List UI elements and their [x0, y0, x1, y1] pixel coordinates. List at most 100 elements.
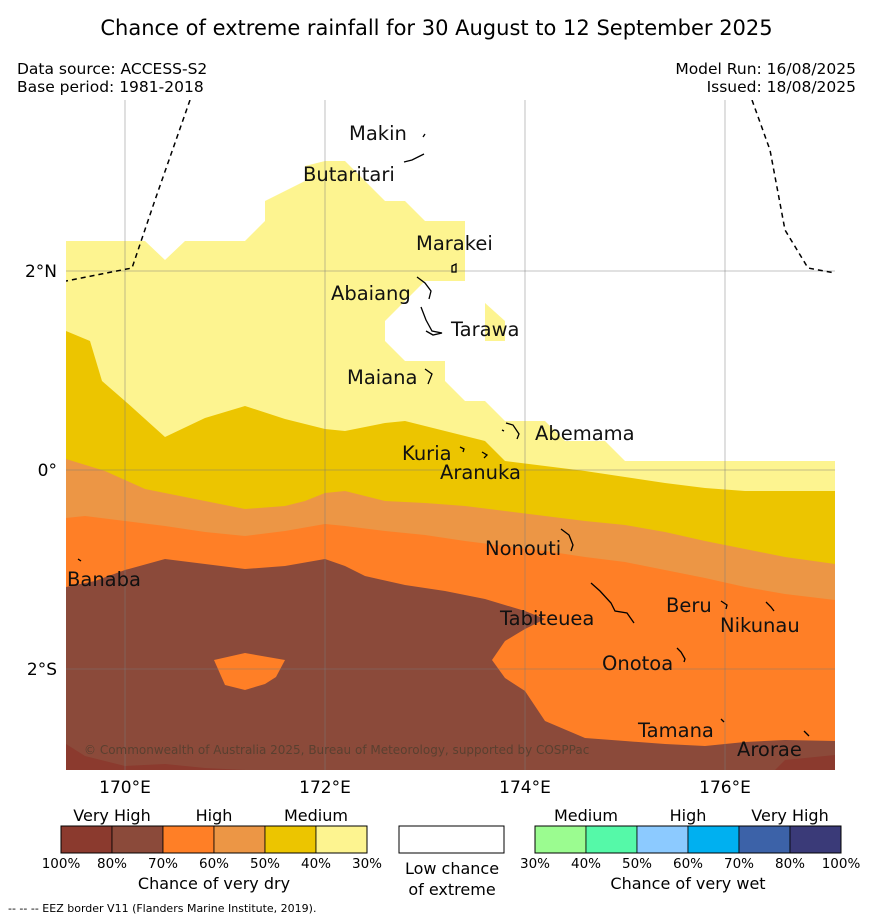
legend-wet-category: High	[670, 806, 707, 825]
legend-wet-swatch	[789, 825, 842, 854]
legend-wet-percent: 60%	[673, 856, 703, 872]
place-label-marakei: Marakei	[416, 232, 493, 255]
place-label-tamana: Tamana	[637, 719, 714, 742]
legend-dry-percent: 40%	[301, 856, 331, 872]
legend-dry-swatch	[60, 825, 113, 854]
legend-wet-swatch	[534, 825, 587, 854]
x-tick-label: 176°E	[699, 778, 751, 798]
legend-dry: Very High High Medium 100% 80% 70% 60% 50% 40…	[42, 806, 382, 893]
legend-dry-swatch	[315, 825, 368, 854]
place-label-tabiteuea: Tabiteuea	[499, 607, 594, 630]
kuria-outline	[459, 446, 489, 459]
legend-wet-percent: 70%	[724, 856, 754, 872]
legend-wet-frame	[534, 825, 842, 854]
legend-wet-percent: 50%	[622, 856, 652, 872]
legend-wet-swatch	[636, 825, 689, 854]
legend-neutral-caption: Low chance	[405, 859, 499, 878]
place-label-beru: Beru	[666, 594, 712, 617]
legend-wet-caption: Chance of very wet	[610, 874, 765, 893]
place-label-maiana: Maiana	[347, 366, 417, 389]
y-tick-label: 2°S	[27, 660, 57, 680]
place-label-nonouti: Nonouti	[485, 537, 561, 560]
banaba-outline	[77, 558, 82, 562]
arorae-outline	[803, 730, 810, 737]
legend-dry-category: Medium	[284, 806, 348, 825]
legend-dry-swatch	[162, 825, 215, 854]
eez-note: -- -- -- EEZ border V11 (Flanders Marine…	[8, 902, 316, 915]
place-label-butaritari: Butaritari	[303, 163, 395, 186]
tabiteuea-outline	[590, 582, 635, 624]
tamana-outline	[720, 718, 725, 723]
region-dry-70-80	[66, 559, 835, 770]
region-dry-60-70-island	[214, 653, 285, 690]
axis-ticks: 170°E 172°E 174°E 176°E 2°N 0° 2°S	[25, 262, 751, 798]
legend-neutral-swatch	[398, 825, 505, 854]
makin-outline	[403, 133, 426, 163]
legend-wet-swatch	[585, 825, 638, 854]
x-tick-label: 174°E	[499, 778, 551, 798]
island-outlines	[77, 133, 810, 737]
x-tick-label: 170°E	[99, 778, 151, 798]
abemama-outline	[501, 422, 520, 440]
y-tick-label: 2°N	[25, 262, 57, 282]
maiana-outline	[424, 368, 433, 385]
eez-border	[66, 100, 835, 282]
probability-field: © Commonwealth of Australia 2025, Bureau…	[66, 100, 835, 770]
y-tick-label: 0°	[38, 461, 57, 481]
legend-dry-swatch	[213, 825, 266, 854]
legend-dry-percent: 80%	[97, 856, 127, 872]
place-label-banaba: Banaba	[67, 568, 141, 591]
legend-wet-percentages: 30% 40% 50% 60% 70% 80% 100%	[520, 856, 860, 872]
nonouti-outline	[560, 528, 574, 552]
copyright-text: © Commonwealth of Australia 2025, Bureau…	[84, 743, 589, 757]
gridlines	[66, 100, 835, 770]
place-label-abemama: Abemama	[535, 422, 635, 445]
place-labels: Makin Butaritari Marakei Abaiang Tarawa …	[67, 122, 802, 761]
marakei-outline	[451, 262, 457, 273]
legend-dry-percent: 100%	[42, 856, 81, 872]
data-source-label: Data source: ACCESS-S2	[17, 60, 208, 78]
region-dry-30-40-patch	[485, 303, 505, 341]
legend-dry-category: High	[196, 806, 233, 825]
place-label-kuria: Kuria	[402, 442, 452, 465]
legend-dry-frame	[60, 825, 368, 854]
place-label-nikunau: Nikunau	[720, 614, 800, 637]
legend-wet-percent: 80%	[775, 856, 805, 872]
model-run-label: Model Run: 16/08/2025	[675, 60, 856, 78]
legend-neutral: Low chance of extreme	[398, 825, 505, 899]
legend-dry-swatch	[264, 825, 317, 854]
legend-dry-percent: 70%	[148, 856, 178, 872]
onotoa-outline	[676, 647, 686, 663]
beru-outline	[720, 600, 728, 610]
legend-wet: Medium High Very High 30% 40% 50% 60% 70% 80%…	[520, 806, 860, 893]
legend-dry-caption: Chance of very dry	[138, 874, 290, 893]
legend-dry-percentages: 100% 80% 70% 60% 50% 40% 30%	[42, 856, 382, 872]
legend-wet-swatch	[738, 825, 791, 854]
place-label-arorae: Arorae	[737, 738, 802, 761]
page-title: Chance of extreme rainfall for 30 August…	[100, 16, 773, 40]
legend-wet-swatch	[687, 825, 740, 854]
legend-dry-swatch	[111, 825, 164, 854]
legend-wet-percent: 100%	[822, 856, 861, 872]
region-dry-80-100	[66, 744, 245, 770]
legend-wet-category: Medium	[554, 806, 618, 825]
legend-dry-percent: 30%	[352, 856, 382, 872]
legend-wet-category: Very High	[751, 806, 828, 825]
place-label-tarawa: Tarawa	[450, 318, 520, 341]
legend-dry-percent: 60%	[199, 856, 229, 872]
nikunau-outline	[765, 601, 775, 612]
legend-wet-swatches	[534, 825, 842, 854]
base-period-label: Base period: 1981-2018	[17, 78, 204, 96]
legend-dry-swatches	[60, 825, 368, 854]
abaiang-outline	[416, 276, 432, 300]
issued-date-label: Issued: 18/08/2025	[706, 78, 856, 96]
legend-dry-percent: 50%	[250, 856, 280, 872]
legend-wet-percent: 40%	[571, 856, 601, 872]
legend-neutral-caption: of extreme	[408, 880, 495, 899]
place-label-aranuka: Aranuka	[440, 461, 521, 484]
legend-wet-percent: 30%	[520, 856, 550, 872]
x-tick-label: 172°E	[299, 778, 351, 798]
place-label-onotoa: Onotoa	[602, 652, 673, 675]
legend-dry-category: Very High	[73, 806, 150, 825]
